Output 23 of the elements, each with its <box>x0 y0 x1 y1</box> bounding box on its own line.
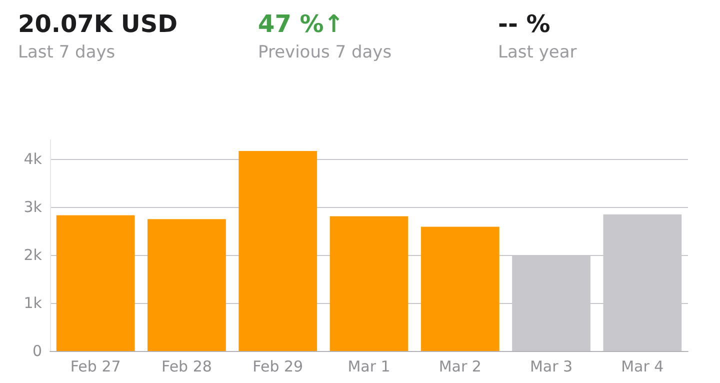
y-tick-label: 0 <box>32 342 42 360</box>
x-tick-label: Feb 28 <box>162 358 212 376</box>
x-tick-label: Mar 4 <box>621 358 664 376</box>
y-tick-label: 3k <box>24 198 42 216</box>
bar <box>56 215 135 351</box>
text: -- % <box>498 10 550 38</box>
x-tick-label: Mar 3 <box>530 358 573 376</box>
bar <box>238 151 318 351</box>
text: Last year <box>498 42 577 62</box>
x-tick-label: Feb 27 <box>70 358 121 376</box>
x-tick-label: Mar 2 <box>438 358 482 376</box>
text: Last 7 days <box>18 42 116 62</box>
bar <box>420 226 500 351</box>
y-tick-label: 4k <box>24 150 42 168</box>
y-tick-label: 1k <box>24 294 42 312</box>
bar <box>148 219 226 351</box>
x-tick-label: Mar 1 <box>348 358 390 376</box>
text: 47 %↑ <box>258 10 344 38</box>
text: 20.07K USD <box>18 10 178 38</box>
text: Previous 7 days <box>258 42 392 62</box>
x-tick-label: Feb 29 <box>252 358 304 376</box>
y-tick-label: 2k <box>24 246 42 264</box>
bar <box>330 216 408 351</box>
